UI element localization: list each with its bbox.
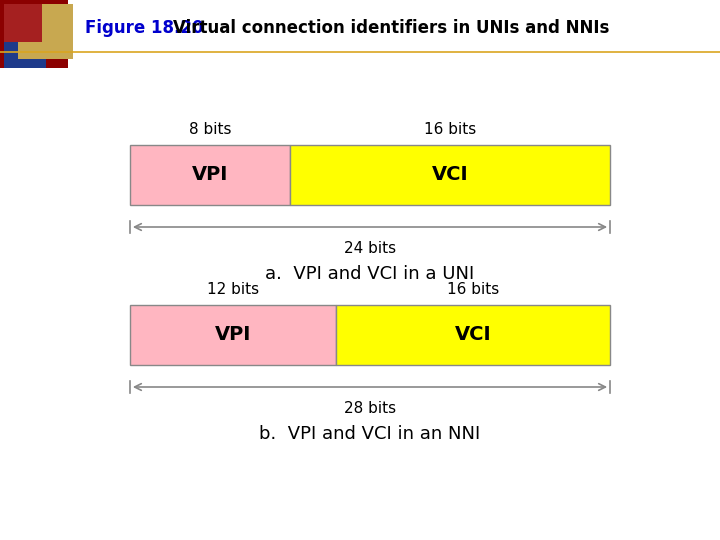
- Text: 16 bits: 16 bits: [446, 282, 499, 297]
- Text: VPI: VPI: [215, 326, 251, 345]
- Bar: [4, 28, 46, 68]
- Text: 28 bits: 28 bits: [344, 401, 396, 416]
- Bar: [290, 145, 610, 205]
- Text: 8 bits: 8 bits: [189, 122, 231, 137]
- Text: Virtual connection identifiers in UNIs and NNIs: Virtual connection identifiers in UNIs a…: [173, 19, 609, 37]
- Bar: [0, 0, 68, 68]
- Bar: [18, 4, 73, 59]
- Text: a.  VPI and VCI in a UNI: a. VPI and VCI in a UNI: [266, 265, 474, 283]
- Text: 24 bits: 24 bits: [344, 241, 396, 256]
- Text: VPI: VPI: [192, 165, 228, 185]
- Text: 12 bits: 12 bits: [207, 282, 259, 297]
- Bar: [130, 145, 290, 205]
- Text: b.  VPI and VCI in an NNI: b. VPI and VCI in an NNI: [259, 425, 481, 443]
- Bar: [4, 4, 42, 42]
- Text: 16 bits: 16 bits: [424, 122, 476, 137]
- Text: Figure 18.20: Figure 18.20: [85, 19, 204, 37]
- Text: VCI: VCI: [432, 165, 468, 185]
- Bar: [336, 305, 610, 365]
- Bar: [130, 305, 336, 365]
- Text: VCI: VCI: [454, 326, 491, 345]
